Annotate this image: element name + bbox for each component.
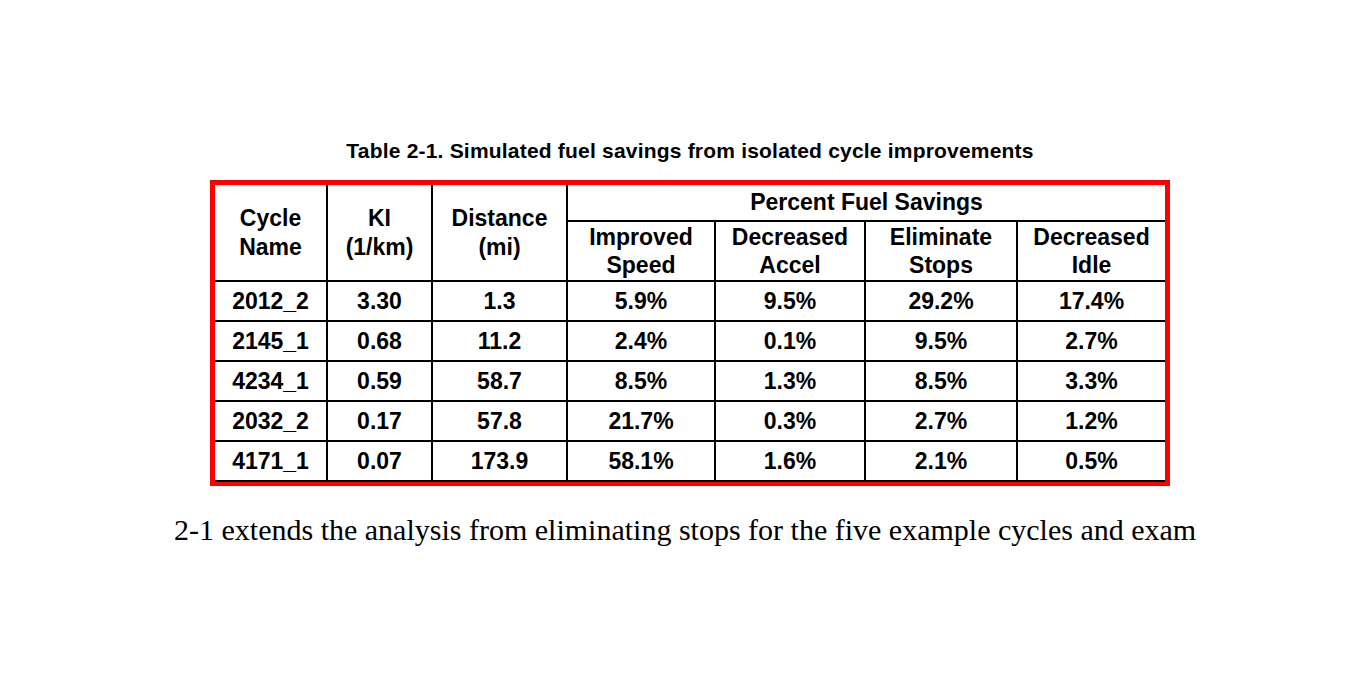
cell-eliminate-stops: 8.5%: [865, 361, 1017, 401]
cell-ki: 0.68: [327, 321, 432, 361]
cell-decreased-idle: 1.2%: [1017, 401, 1165, 441]
table-row: 2032_2 0.17 57.8 21.7% 0.3% 2.7% 1.2%: [215, 401, 1165, 441]
col-header-distance: Distance (mi): [432, 185, 567, 281]
cell-decreased-idle: 17.4%: [1017, 281, 1165, 321]
cell-cycle-name: 2032_2: [215, 401, 327, 441]
table-row: 2145_1 0.68 11.2 2.4% 0.1% 9.5% 2.7%: [215, 321, 1165, 361]
cell-distance: 58.7: [432, 361, 567, 401]
cell-improved-speed: 2.4%: [567, 321, 715, 361]
cell-decreased-idle: 2.7%: [1017, 321, 1165, 361]
cell-improved-speed: 21.7%: [567, 401, 715, 441]
col-header-ki: KI (1/km): [327, 185, 432, 281]
col-header-decreased-idle: Decreased Idle: [1017, 221, 1165, 281]
col-group-header-percent-fuel-savings: Percent Fuel Savings: [567, 185, 1165, 221]
cell-ki: 3.30: [327, 281, 432, 321]
cell-eliminate-stops: 2.7%: [865, 401, 1017, 441]
cell-eliminate-stops: 9.5%: [865, 321, 1017, 361]
document-page: Table 2-1. Simulated fuel savings from i…: [0, 0, 1366, 674]
col-header-cycle-name: Cycle Name: [215, 185, 327, 281]
cell-decreased-accel: 0.1%: [715, 321, 865, 361]
cell-eliminate-stops: 29.2%: [865, 281, 1017, 321]
table-row: 2012_2 3.30 1.3 5.9% 9.5% 29.2% 17.4%: [215, 281, 1165, 321]
col-header-eliminate-stops: Eliminate Stops: [865, 221, 1017, 281]
fuel-savings-table: Cycle Name KI (1/km) Distance (mi) Perce…: [215, 185, 1165, 482]
cell-decreased-accel: 1.6%: [715, 441, 865, 481]
cell-cycle-name: 4171_1: [215, 441, 327, 481]
cell-decreased-accel: 9.5%: [715, 281, 865, 321]
cell-cycle-name: 2145_1: [215, 321, 327, 361]
fuel-savings-table-frame: Cycle Name KI (1/km) Distance (mi) Perce…: [210, 180, 1170, 486]
cell-improved-speed: 8.5%: [567, 361, 715, 401]
cell-decreased-accel: 0.3%: [715, 401, 865, 441]
cell-distance: 57.8: [432, 401, 567, 441]
cell-ki: 0.17: [327, 401, 432, 441]
table-caption: Table 2-1. Simulated fuel savings from i…: [210, 139, 1170, 163]
table-row: 4234_1 0.59 58.7 8.5% 1.3% 8.5% 3.3%: [215, 361, 1165, 401]
cell-distance: 1.3: [432, 281, 567, 321]
table-row: 4171_1 0.07 173.9 58.1% 1.6% 2.1% 0.5%: [215, 441, 1165, 481]
header-row-group: Cycle Name KI (1/km) Distance (mi) Perce…: [215, 185, 1165, 221]
cell-improved-speed: 58.1%: [567, 441, 715, 481]
cell-distance: 173.9: [432, 441, 567, 481]
col-header-improved-speed: Improved Speed: [567, 221, 715, 281]
cell-decreased-idle: 3.3%: [1017, 361, 1165, 401]
body-paragraph-fragment: 2-1 extends the analysis from eliminatin…: [174, 513, 1196, 547]
cell-cycle-name: 2012_2: [215, 281, 327, 321]
cell-improved-speed: 5.9%: [567, 281, 715, 321]
cell-eliminate-stops: 2.1%: [865, 441, 1017, 481]
cell-ki: 0.07: [327, 441, 432, 481]
cell-distance: 11.2: [432, 321, 567, 361]
cell-cycle-name: 4234_1: [215, 361, 327, 401]
cell-decreased-idle: 0.5%: [1017, 441, 1165, 481]
cell-decreased-accel: 1.3%: [715, 361, 865, 401]
cell-ki: 0.59: [327, 361, 432, 401]
col-header-decreased-accel: Decreased Accel: [715, 221, 865, 281]
